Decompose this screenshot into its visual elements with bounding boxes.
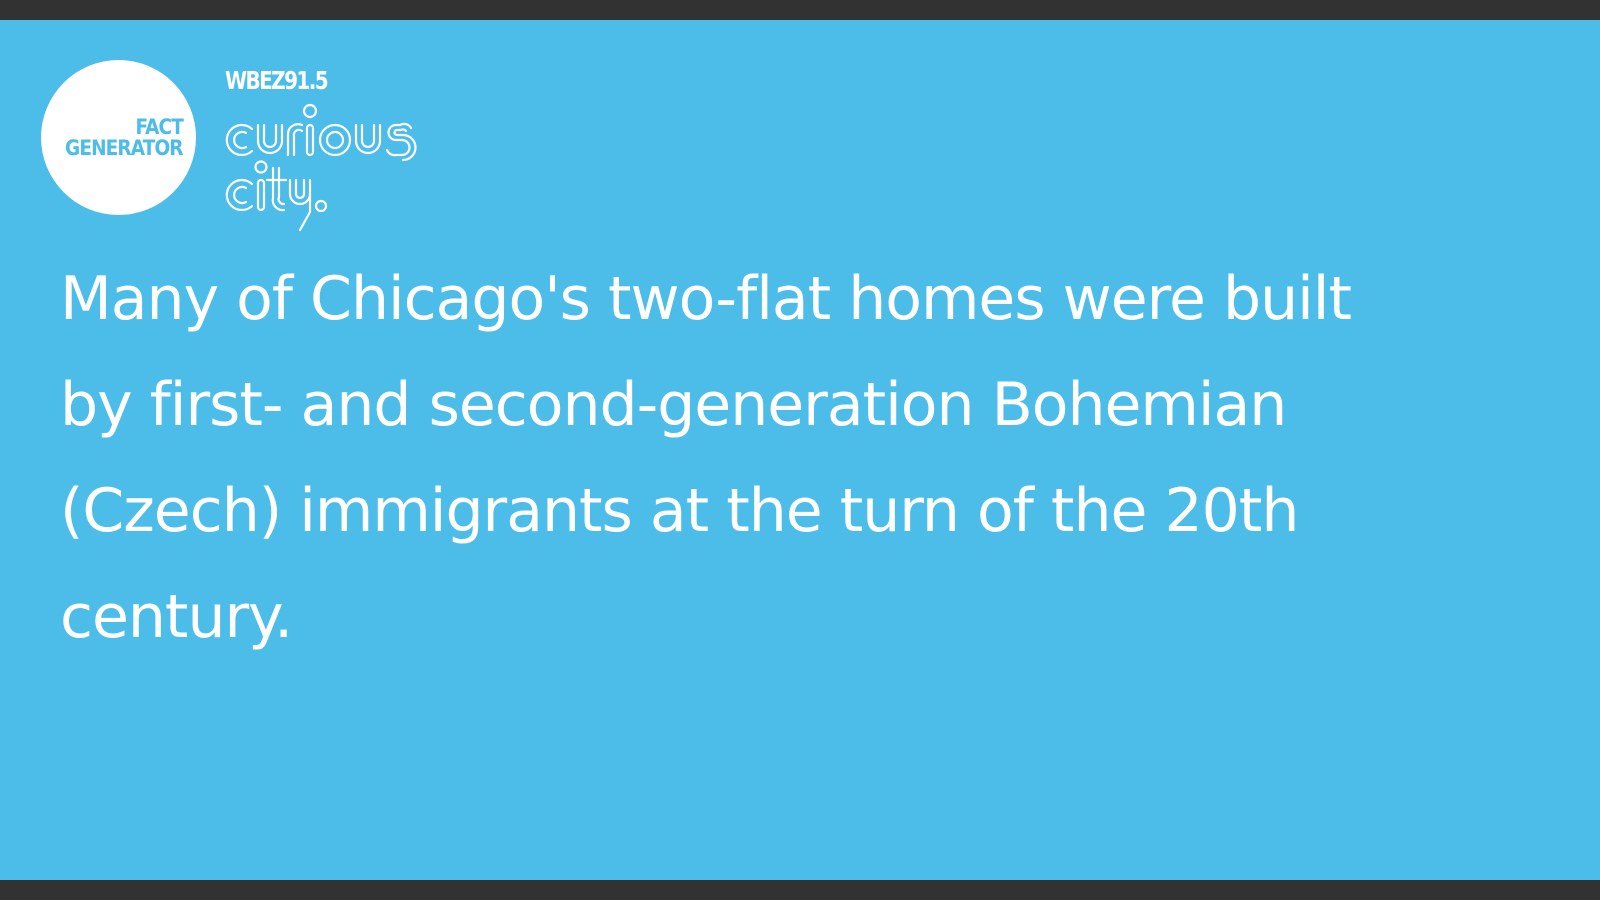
badge-line-generator: GENERATOR <box>65 135 183 160</box>
fact-text: Many of Chicago's two-flat homes were bu… <box>60 264 1352 652</box>
bottom-frame-bar <box>0 880 1600 900</box>
badge-line-fact: FACT <box>135 114 184 139</box>
curious-city-logo: WBEZ91.5 <box>218 66 498 236</box>
station-label: WBEZ91.5 <box>225 66 329 95</box>
fact-generator-badge: FACT GENERATOR <box>41 60 196 215</box>
top-frame-bar <box>0 0 1600 20</box>
fact-card: FACT GENERATOR WBEZ91.5 <box>0 20 1600 880</box>
curious-city-wordmark-icon <box>225 103 417 232</box>
